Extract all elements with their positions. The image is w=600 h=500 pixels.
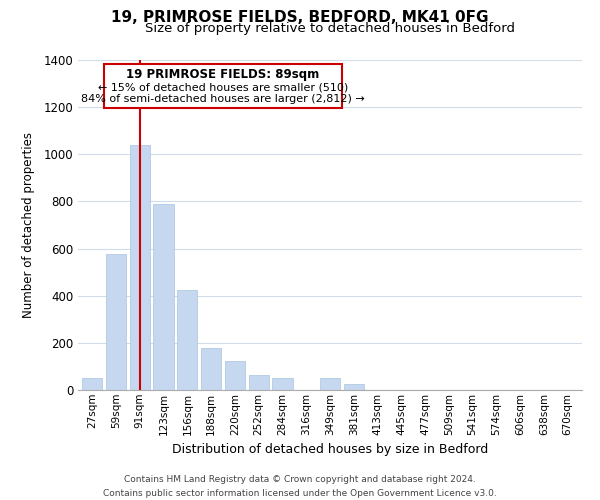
Bar: [201, 348, 221, 390]
Bar: [225, 360, 245, 390]
Bar: [82, 378, 103, 390]
Bar: [320, 378, 340, 390]
Bar: [154, 204, 173, 390]
Text: 19 PRIMROSE FIELDS: 89sqm: 19 PRIMROSE FIELDS: 89sqm: [127, 68, 320, 80]
Bar: [344, 384, 364, 390]
Text: ← 15% of detached houses are smaller (510): ← 15% of detached houses are smaller (51…: [98, 82, 348, 92]
Bar: [130, 145, 150, 390]
Y-axis label: Number of detached properties: Number of detached properties: [22, 132, 35, 318]
Bar: [104, 64, 342, 108]
Bar: [272, 378, 293, 390]
Title: Size of property relative to detached houses in Bedford: Size of property relative to detached ho…: [145, 22, 515, 35]
Bar: [177, 290, 197, 390]
Text: 84% of semi-detached houses are larger (2,812) →: 84% of semi-detached houses are larger (…: [81, 94, 365, 104]
X-axis label: Distribution of detached houses by size in Bedford: Distribution of detached houses by size …: [172, 443, 488, 456]
Text: 19, PRIMROSE FIELDS, BEDFORD, MK41 0FG: 19, PRIMROSE FIELDS, BEDFORD, MK41 0FG: [111, 10, 489, 25]
Text: Contains HM Land Registry data © Crown copyright and database right 2024.
Contai: Contains HM Land Registry data © Crown c…: [103, 476, 497, 498]
Bar: [106, 254, 126, 390]
Bar: [248, 374, 269, 390]
